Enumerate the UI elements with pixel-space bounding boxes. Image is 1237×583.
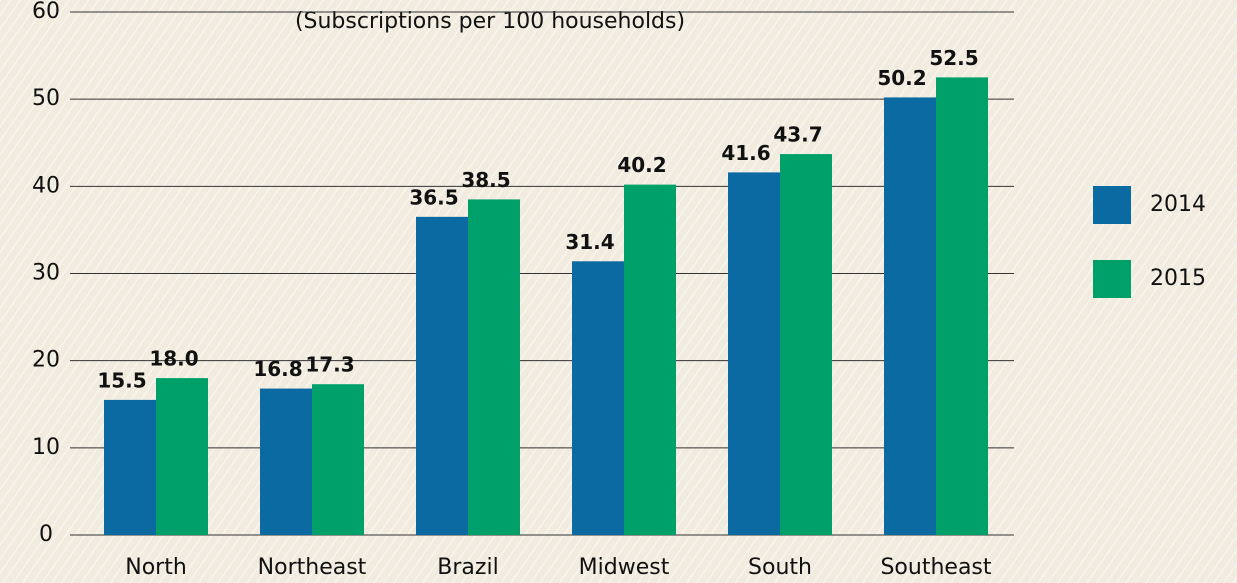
y-tick-label: 50 <box>32 86 60 111</box>
value-label: 38.5 <box>461 168 510 192</box>
value-label: 41.6 <box>721 141 770 165</box>
x-tick-label: North <box>125 555 187 580</box>
bar <box>260 388 312 535</box>
value-label: 15.5 <box>97 368 146 392</box>
y-tick-label: 0 <box>39 522 53 547</box>
bar <box>572 261 624 535</box>
bar <box>156 378 208 535</box>
bar <box>728 172 780 536</box>
x-tick-label: Southeast <box>880 555 991 580</box>
y-tick-label: 40 <box>32 173 60 198</box>
y-tick-label: 10 <box>32 435 60 460</box>
bar <box>468 199 520 536</box>
value-label: 18.0 <box>149 347 198 371</box>
bar <box>936 77 988 535</box>
x-tick-label: Northeast <box>258 555 367 580</box>
bar <box>884 97 936 535</box>
bar <box>780 154 832 535</box>
value-label: 43.7 <box>773 123 822 147</box>
x-tick-label: South <box>748 555 812 580</box>
bar <box>624 184 676 535</box>
chart-subtitle: (Subscriptions per 100 households) <box>295 9 685 34</box>
bar <box>416 216 468 535</box>
bar <box>104 399 156 535</box>
y-tick-label: 20 <box>32 348 60 373</box>
y-tick-label: 30 <box>32 261 60 286</box>
value-label: 40.2 <box>617 153 666 177</box>
legend-swatch <box>1093 186 1131 224</box>
legend-label: 2015 <box>1150 266 1206 291</box>
y-tick-label: 60 <box>32 0 60 24</box>
x-tick-label: Midwest <box>579 555 670 580</box>
value-label: 16.8 <box>253 357 302 381</box>
value-label: 52.5 <box>929 46 978 70</box>
value-label: 50.2 <box>877 66 926 90</box>
x-tick-label: Brazil <box>437 555 498 580</box>
legend-swatch <box>1093 260 1131 298</box>
bar <box>312 384 364 535</box>
legend-label: 2014 <box>1150 192 1206 217</box>
value-label: 31.4 <box>565 230 614 254</box>
value-label: 17.3 <box>305 353 354 377</box>
value-label: 36.5 <box>409 185 458 209</box>
